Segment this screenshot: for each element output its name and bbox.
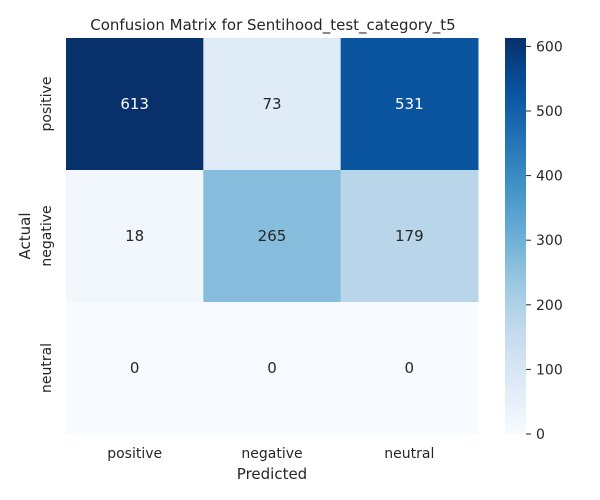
y-axis-label: Actual xyxy=(16,213,34,260)
colorbar-tick-label: 100 xyxy=(536,362,563,378)
heatmap-cells: 613 73 531 18 265 179 0 0 0 xyxy=(66,38,479,435)
colorbar-tick-label: 400 xyxy=(536,169,563,185)
cell-value-label: 0 xyxy=(130,359,140,377)
colorbar-tick-label: 500 xyxy=(536,104,563,120)
cell-value-label: 0 xyxy=(405,359,415,377)
x-tick-label: neutral xyxy=(384,446,434,462)
heatmap-cell xyxy=(340,170,479,303)
heatmap-cell xyxy=(203,38,342,171)
heatmap-cell xyxy=(340,38,479,171)
heatmap-cell xyxy=(203,170,342,303)
heatmap-cell xyxy=(66,302,204,435)
x-tick-labels: positive negative neutral xyxy=(107,446,434,462)
colorbar-ticks: 0 100 200 300 400 500 600 xyxy=(526,39,563,443)
heatmap-cell xyxy=(66,170,204,303)
heatmap-cell xyxy=(66,38,204,171)
cell-value-label: 73 xyxy=(262,95,281,113)
cell-value-label: 179 xyxy=(395,227,424,245)
heatmap-cell xyxy=(340,302,479,435)
chart-title: Confusion Matrix for Sentihood_test_cate… xyxy=(90,16,455,35)
y-tick-label: positive xyxy=(39,77,55,132)
colorbar-tick-label: 200 xyxy=(536,298,563,314)
y-tick-labels: positive negative neutral xyxy=(39,77,55,394)
cell-value-label: 265 xyxy=(258,227,287,245)
cell-value-label: 18 xyxy=(125,227,144,245)
x-tick-label: positive xyxy=(107,446,162,462)
colorbar xyxy=(505,38,526,434)
heatmap-cell xyxy=(203,302,342,435)
colorbar-tick-label: 600 xyxy=(536,39,563,55)
cell-value-label: 0 xyxy=(267,359,277,377)
colorbar-tick-label: 300 xyxy=(536,233,563,249)
x-tick-label: negative xyxy=(241,446,302,462)
cell-value-label: 531 xyxy=(395,95,424,113)
x-axis-label: Predicted xyxy=(237,465,307,483)
colorbar-tick-label: 0 xyxy=(536,427,545,443)
y-tick-label: neutral xyxy=(39,343,55,393)
y-tick-label: negative xyxy=(39,205,55,266)
cell-value-label: 613 xyxy=(120,95,149,113)
